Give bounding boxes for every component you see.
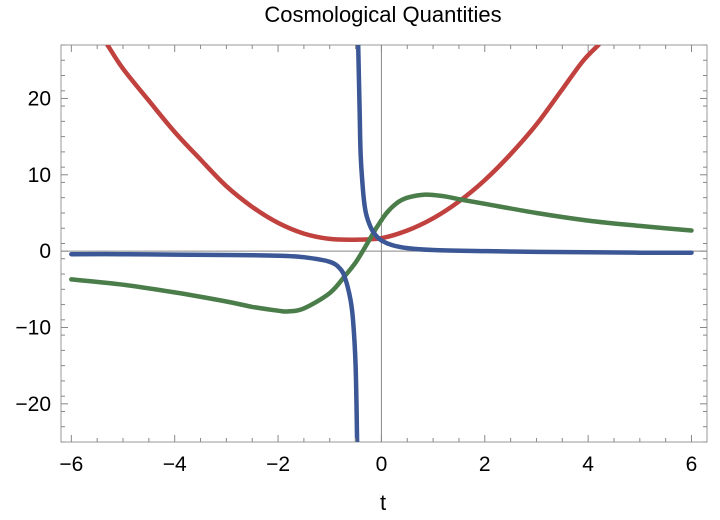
y-tick-label: 20 xyxy=(28,87,51,110)
x-tick-label: 0 xyxy=(376,453,388,476)
y-tick-label: −10 xyxy=(15,316,51,339)
x-tick-label: 2 xyxy=(479,453,491,476)
x-tick-label: 6 xyxy=(686,453,698,476)
x-tick-label: −4 xyxy=(163,453,187,476)
series-line-4 xyxy=(355,45,694,255)
y-tick-label: 10 xyxy=(28,164,51,187)
x-axis-label: t xyxy=(380,490,386,515)
chart-title: Cosmological Quantities xyxy=(264,2,501,27)
series-layer xyxy=(69,45,694,442)
y-tick-label: 0 xyxy=(39,240,51,263)
series-line-1 xyxy=(105,45,601,243)
x-tick-label: −2 xyxy=(266,453,290,476)
series-line-3 xyxy=(69,251,360,442)
y-tick-label: −20 xyxy=(15,393,51,416)
series-line-2 xyxy=(69,192,694,314)
x-tick-label: 4 xyxy=(582,453,594,476)
x-tick-label: −6 xyxy=(59,453,83,476)
